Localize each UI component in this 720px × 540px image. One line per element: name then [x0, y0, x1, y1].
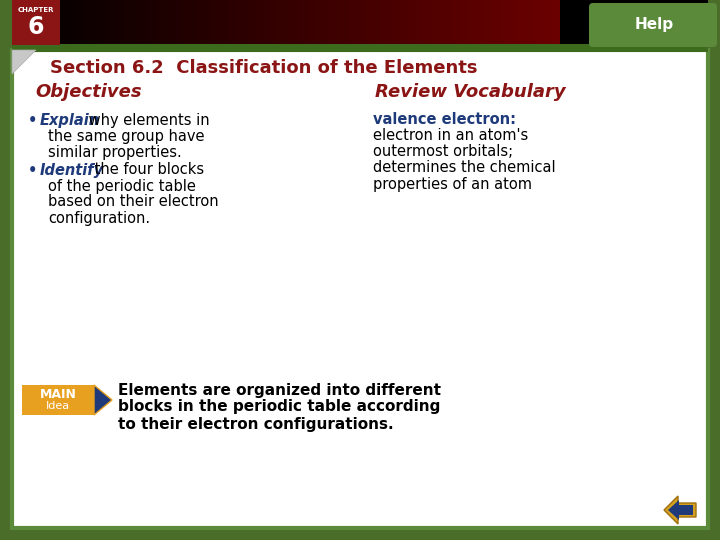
Bar	[22, 385, 94, 415]
Text: similar properties.: similar properties.	[48, 145, 181, 159]
Text: configuration.: configuration.	[48, 211, 150, 226]
Text: Idea: Idea	[46, 401, 70, 411]
Text: Elements are organized into different: Elements are organized into different	[118, 382, 441, 397]
Text: valence electron:: valence electron:	[373, 112, 516, 127]
Text: blocks in the periodic table according: blocks in the periodic table according	[118, 400, 441, 415]
Text: CHAPTER: CHAPTER	[18, 7, 54, 13]
Text: •: •	[28, 112, 37, 127]
Text: Help: Help	[634, 17, 674, 32]
Text: 6: 6	[28, 15, 44, 39]
Bar	[12, 50, 708, 528]
Text: why elements in: why elements in	[84, 112, 210, 127]
Text: electron in an atom's: electron in an atom's	[373, 129, 528, 144]
Text: properties of an atom: properties of an atom	[373, 177, 532, 192]
Bar	[560, 0, 708, 45]
FancyBboxPatch shape	[589, 3, 717, 47]
Text: Explain: Explain	[40, 112, 100, 127]
Polygon shape	[668, 500, 693, 520]
Bar	[12, 0, 60, 45]
Text: Section 6.2  Classification of the Elements: Section 6.2 Classification of the Elemen…	[50, 59, 477, 77]
Text: Identify: Identify	[40, 163, 104, 178]
Polygon shape	[94, 385, 112, 415]
Bar	[12, 44, 708, 52]
Text: MAIN: MAIN	[40, 388, 76, 402]
Text: to their electron configurations.: to their electron configurations.	[118, 416, 394, 431]
Polygon shape	[664, 496, 696, 524]
Text: •: •	[28, 163, 37, 178]
Polygon shape	[12, 50, 36, 74]
Text: Review Vocabulary: Review Vocabulary	[375, 83, 566, 101]
Text: of the periodic table: of the periodic table	[48, 179, 196, 193]
Text: outermost orbitals;: outermost orbitals;	[373, 145, 513, 159]
Text: based on their electron: based on their electron	[48, 194, 219, 210]
Text: the same group have: the same group have	[48, 129, 204, 144]
Text: the four blocks: the four blocks	[91, 163, 204, 178]
Text: determines the chemical: determines the chemical	[373, 160, 556, 176]
Text: Objectives: Objectives	[35, 83, 142, 101]
